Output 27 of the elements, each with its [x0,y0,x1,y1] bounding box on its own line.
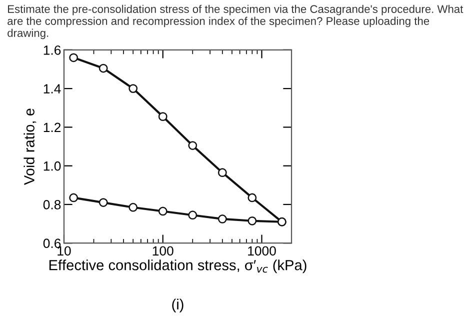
x-tick-label: 10 [58,246,71,256]
x-tick-label: 1000 [248,246,276,256]
point [248,193,257,202]
x-axis-title: Effective consolidation stress, σ′$_{vc}$ (kPa) [49,260,306,274]
point [158,112,168,122]
point [98,64,108,73]
point [128,84,138,93]
y-tick-label: 1.0 [44,161,61,171]
x-tick-label: 100 [152,246,174,256]
point [218,214,227,224]
chart-title: Estimate the pre-consolidation stress of the specimen via the Casagrande's procedure. What are the compression and recompression index of the specimen? Please uploading the drawing. [8,4,464,40]
point [218,168,227,178]
y-tick-label: 1.2 [44,122,61,132]
y-tick-label: 1.4 [44,84,61,94]
point [188,210,198,220]
point [188,141,198,150]
y-tick-label: 0.6 [43,238,61,248]
point [128,202,138,212]
point [158,206,168,216]
point [98,198,108,207]
point [69,193,78,202]
y-axis-title: Void ratio, e [24,108,36,185]
text: (i) [172,298,184,312]
point [248,216,257,226]
point [69,53,78,62]
y-tick-label: 1.6 [44,45,61,55]
y-tick-label: 0.8 [43,200,61,210]
